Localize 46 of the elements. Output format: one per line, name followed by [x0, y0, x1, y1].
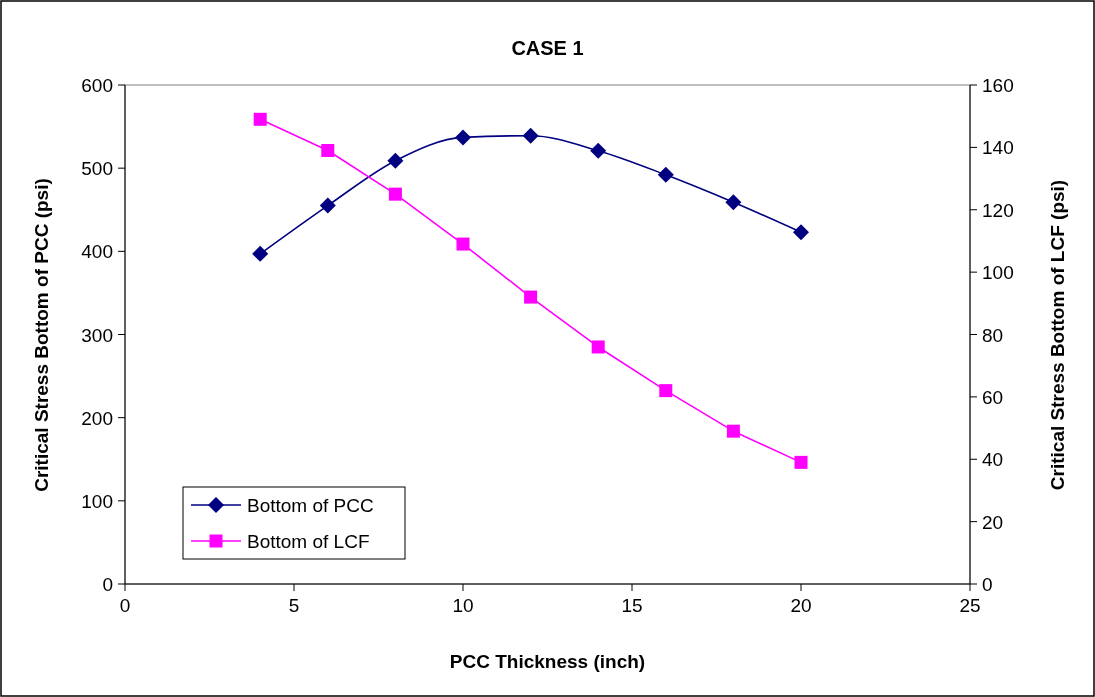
y2-tick-label: 40	[982, 449, 1004, 471]
point	[524, 290, 538, 304]
point	[319, 197, 336, 214]
point	[252, 245, 269, 262]
legend-label: Bottom of PCC	[247, 495, 374, 516]
point	[590, 142, 607, 159]
point	[321, 143, 335, 157]
point	[726, 424, 740, 438]
y-tick-label: 0	[102, 574, 113, 595]
x-tick-label: 5	[288, 595, 300, 616]
x-tick-label: 0	[119, 595, 131, 616]
x-tick-label: 10	[452, 595, 474, 616]
y-tick-label: 400	[81, 241, 113, 263]
point	[456, 237, 470, 251]
y2-tick-label: 120	[982, 199, 1014, 221]
point	[591, 340, 605, 354]
point	[455, 129, 471, 146]
y-tick-label: 200	[81, 407, 113, 429]
y-tick-label: 500	[81, 158, 113, 180]
chart-title: CASE 1	[511, 37, 584, 59]
y2-tick-label: 160	[982, 75, 1014, 96]
y2-tick-label: 0	[982, 574, 993, 595]
y2-tick-label: 60	[982, 386, 1004, 408]
point	[657, 166, 674, 183]
x-tick-label: 20	[790, 595, 812, 616]
y-axis-title: Critical Stress Bottom of PCC (psi)	[31, 176, 53, 494]
y2-tick-label: 80	[982, 324, 1004, 346]
point	[387, 152, 404, 169]
point	[522, 127, 539, 144]
point	[793, 224, 809, 241]
y2-tick-label: 140	[982, 137, 1014, 159]
y-tick-label: 100	[81, 490, 113, 512]
y-tick-label: 600	[81, 75, 113, 96]
x-axis-title: PCC Thickness (inch)	[449, 651, 646, 672]
x-tick-label: 15	[621, 595, 643, 616]
point	[253, 112, 267, 126]
point	[725, 194, 742, 211]
x-tick-label: 25	[959, 595, 981, 616]
point	[794, 455, 808, 469]
y2-tick-label: 100	[982, 262, 1014, 284]
y2-axis-title: Critical Stress Bottom of LCF (psi)	[1047, 178, 1069, 492]
legend-label: Bottom of LCF	[247, 531, 370, 552]
point	[659, 384, 673, 398]
y-tick-label: 300	[81, 324, 113, 346]
point	[388, 187, 402, 201]
y2-tick-label: 20	[982, 511, 1004, 533]
